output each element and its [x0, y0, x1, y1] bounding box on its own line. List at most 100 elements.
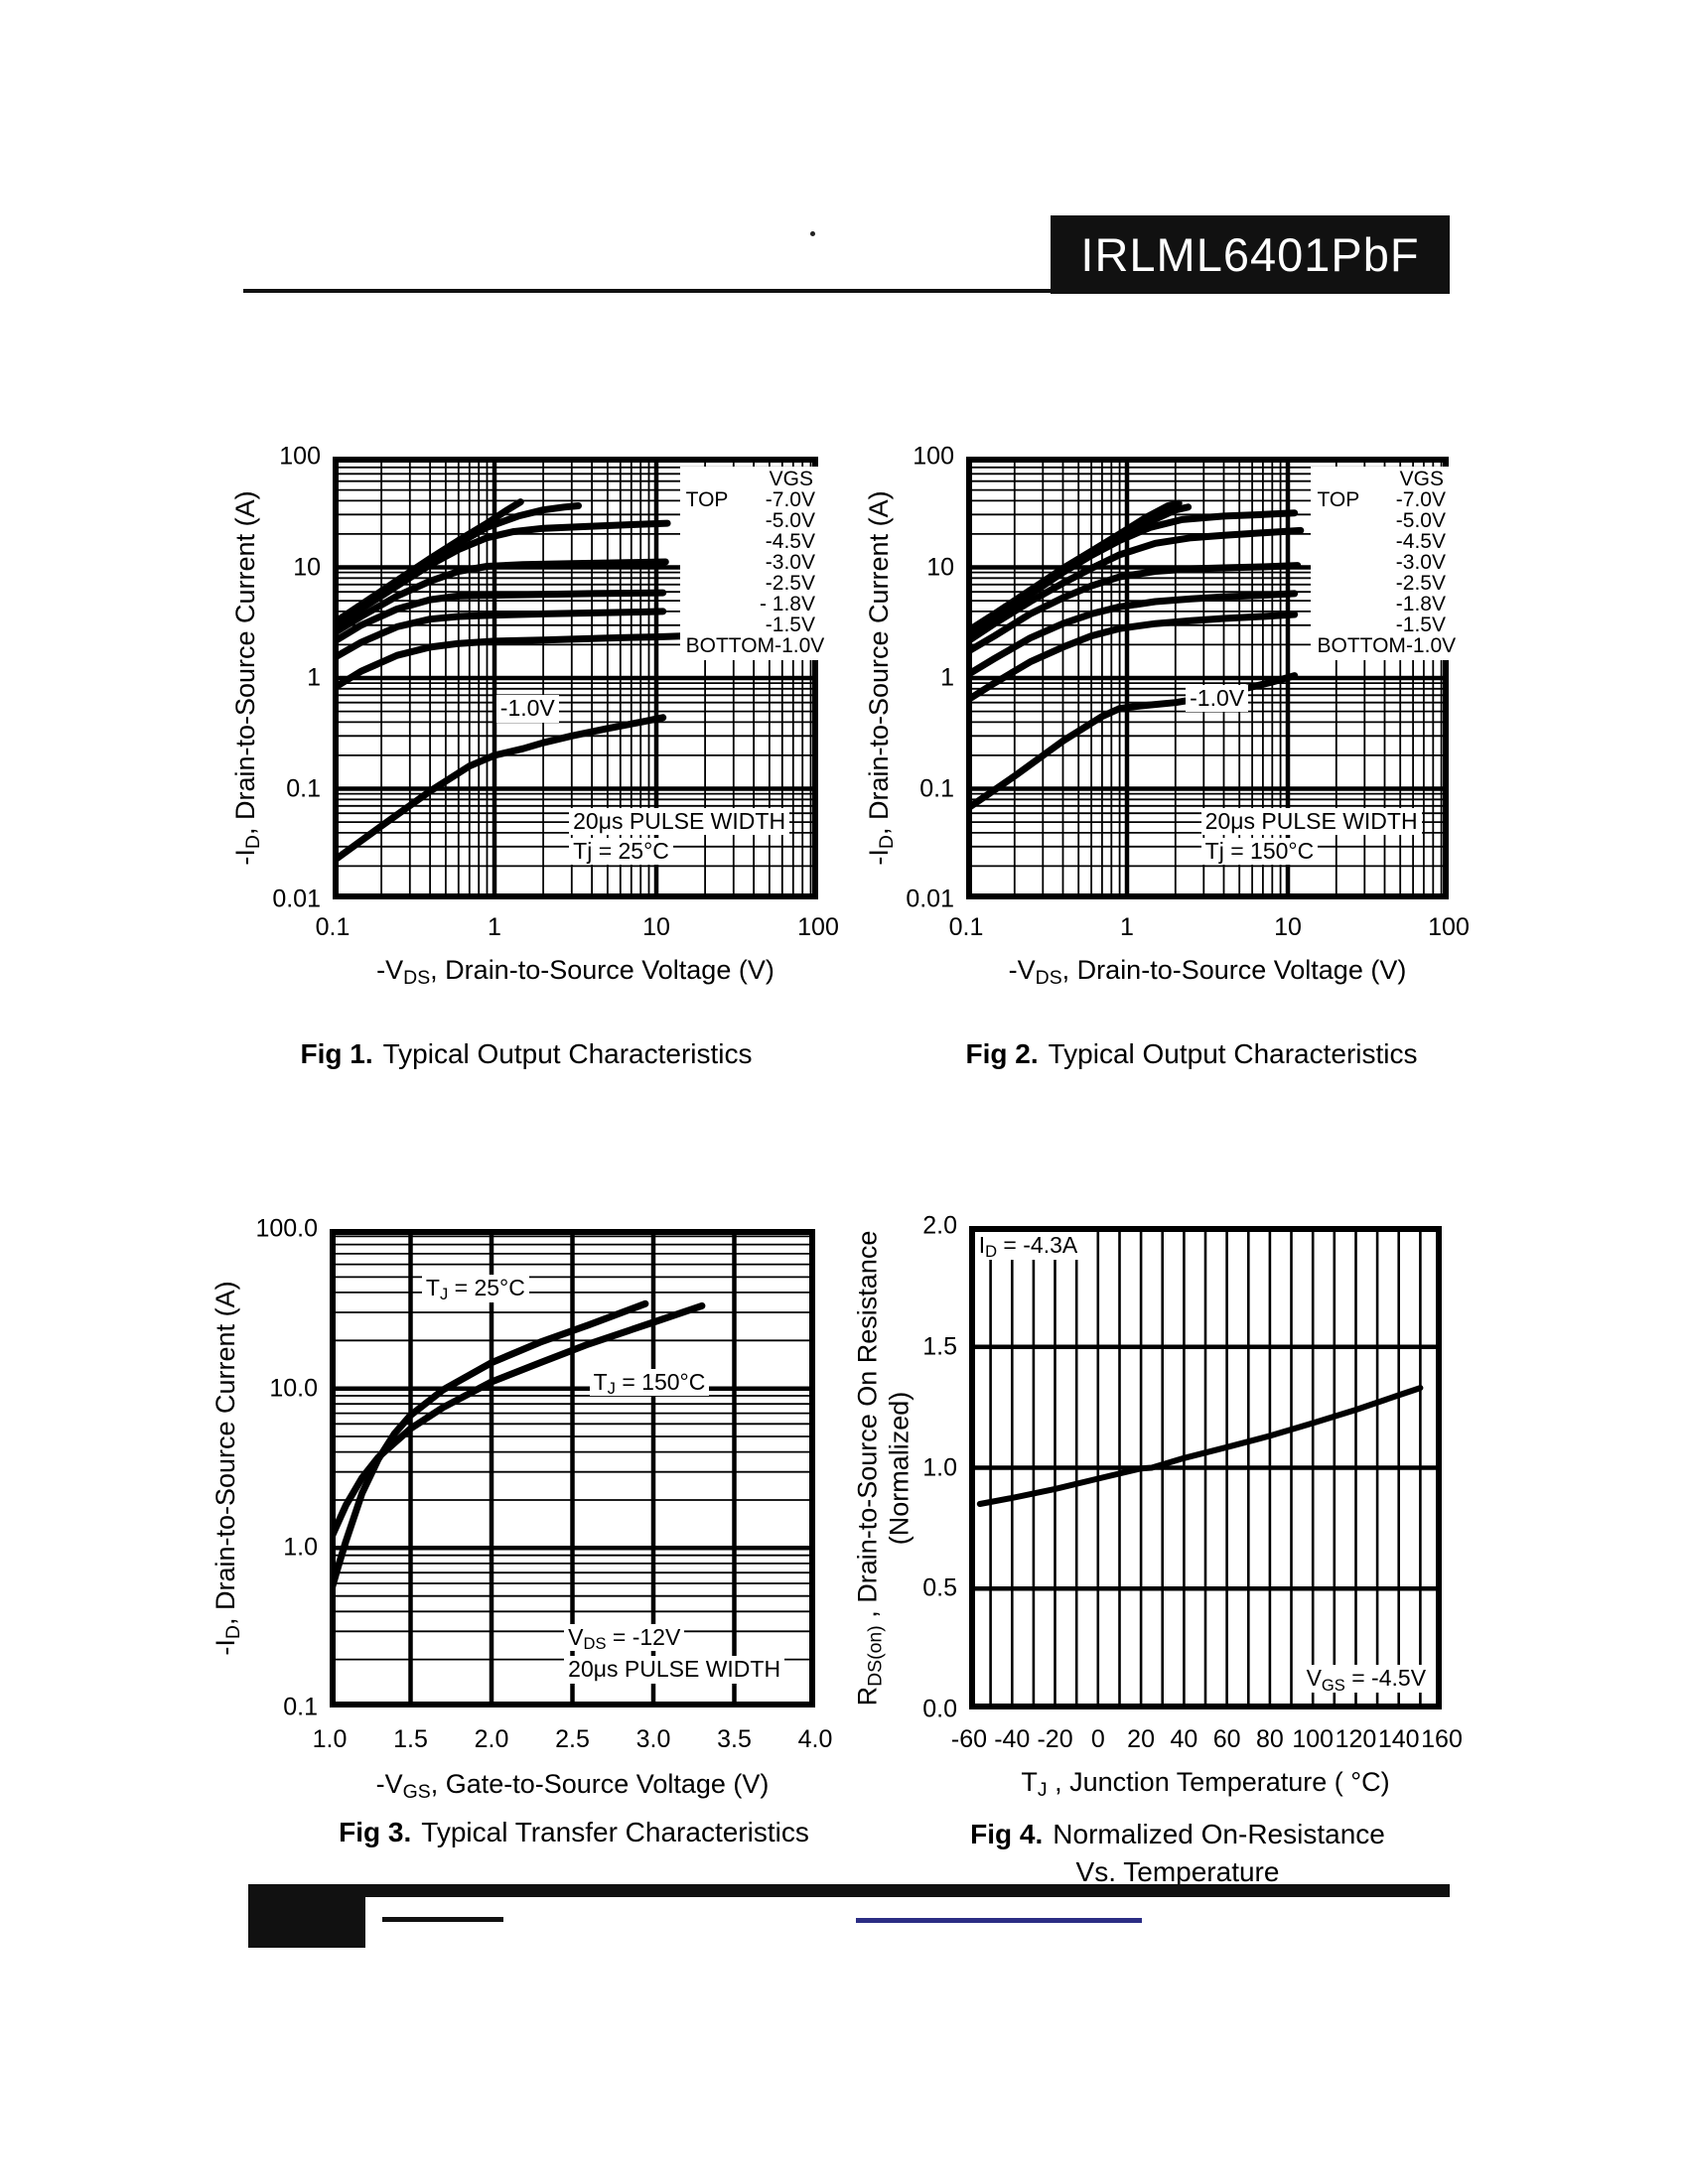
fig4-ytick-0.5: 0.5	[922, 1573, 957, 1602]
part-number: IRLML6401PbF	[1080, 228, 1420, 281]
fig3-annotation-2: VDS = -12V	[564, 1623, 685, 1653]
fig3-y-axis-title: -ID, Drain-to-Source Current (A)	[210, 1281, 245, 1656]
fig4-caption: Fig 4. Normalized On-Resistance	[970, 1819, 1385, 1850]
fig3-xtick-4.0: 4.0	[797, 1725, 833, 1753]
footer-line-blue	[856, 1918, 1142, 1923]
fig4-xtick--60: -60	[950, 1725, 988, 1753]
logo-block	[248, 1884, 365, 1948]
fig4-caption-text2: Vs. Temperature	[1075, 1856, 1280, 1887]
fig1-legend: VGS TOP -7.0V -5.0V -4.5V -3.0V -2.5V - 1.8V -1.…	[679, 466, 824, 660]
fig3-caption: Fig 3. Typical Transfer Characteristics	[339, 1817, 809, 1848]
fig1-y-axis-title: -ID, Drain-to-Source Current (A)	[229, 490, 265, 866]
fig3-xtick-3.0: 3.0	[635, 1725, 671, 1753]
fig3-xtick-1.5: 1.5	[393, 1725, 428, 1753]
fig1-annotation-2: Tj = 25°C	[569, 837, 673, 866]
fig4-xtick-120: 120	[1335, 1725, 1377, 1753]
fig2-caption-text: Typical Output Characteristics	[1048, 1038, 1418, 1069]
curve-VGS=-1.8V	[333, 608, 667, 662]
fig4-xtick--20: -20	[1037, 1725, 1073, 1753]
fig1-xtick-1: 1	[488, 913, 501, 941]
fig2-output-characteristics-150c: 0.1 1 10 100 100 10 1 0.1 0.01 -VDS, Drain-to-Sou…	[864, 443, 1470, 990]
fig3-transfer-characteristics: 1.0 1.5 2.0 2.5 3.0 3.5 4.0 100.0 10.0 1.0 0.1 -VGS…	[211, 1215, 833, 1804]
fig3-ytick-10.0: 10.0	[269, 1374, 318, 1403]
curve-VGS=-1.5V	[333, 632, 689, 693]
fig4-caption-number: Fig 4.	[970, 1819, 1044, 1849]
fig4-caption-text: Normalized On-Resistance	[1053, 1819, 1385, 1849]
fig4-plot-area	[969, 1226, 1442, 1709]
fig4-x-axis-title: TJ , Junction Temperature ( °C)	[1021, 1767, 1390, 1802]
fig3-x-axis-title: -VGS, Gate-to-Source Voltage (V)	[375, 1769, 770, 1804]
fig4-ytick-1.0: 1.0	[922, 1453, 957, 1481]
curve-TJ=150C	[330, 1301, 706, 1546]
fig1-x-axis-title: -VDS, Drain-to-Source Voltage (V)	[376, 955, 774, 990]
fig4-ytick-0.0: 0.0	[922, 1695, 957, 1723]
fig2-xtick-10: 10	[1274, 913, 1302, 941]
fig1-ytick-100: 100	[279, 442, 321, 471]
fig1-xtick-100: 100	[797, 913, 839, 941]
fig3-xtick-3.5: 3.5	[717, 1725, 752, 1753]
fig4-ytick-1.5: 1.5	[922, 1332, 957, 1361]
fig3-xtick-1.0: 1.0	[312, 1725, 348, 1753]
fig1-caption: Fig 1. Typical Output Characteristics	[300, 1038, 752, 1070]
fig1-ytick-10: 10	[293, 553, 321, 581]
fig1-xtick-0.1: 0.1	[315, 913, 351, 941]
curve-VGS=-1.0V	[966, 672, 1299, 813]
fig3-annotation-1: TJ = 150°C	[589, 1368, 710, 1398]
curve-VGS=-2.5V	[966, 562, 1302, 656]
fig2-xtick-1: 1	[1120, 913, 1134, 941]
fig2-x-axis-title: -VDS, Drain-to-Source Voltage (V)	[1008, 955, 1407, 990]
fig1-caption-number: Fig 1.	[300, 1038, 373, 1069]
curve-VGS=-2.5V	[333, 589, 667, 646]
fig2-caption: Fig 2. Typical Output Characteristics	[965, 1038, 1417, 1070]
fig4-annotation-0: ID = -4.3A	[974, 1231, 1082, 1261]
curve-VGS=-3.0V	[966, 526, 1305, 646]
fig4-xtick-160: 160	[1421, 1725, 1463, 1753]
fig3-xtick-2.5: 2.5	[555, 1725, 590, 1753]
fig2-annotation-0: -1.0V	[1186, 684, 1249, 713]
header-dot	[810, 231, 815, 236]
fig4-xtick-80: 80	[1256, 1725, 1284, 1753]
fig4-ytick-2.0: 2.0	[922, 1211, 957, 1240]
fig2-xtick-0.1: 0.1	[948, 913, 984, 941]
fig1-caption-text: Typical Output Characteristics	[382, 1038, 753, 1069]
fig2-caption-number: Fig 2.	[965, 1038, 1039, 1069]
fig4-xtick-100: 100	[1292, 1725, 1335, 1753]
fig1-output-characteristics-25c: 0.1 1 10 100 100 10 1 0.1 0.01 -VDS, Drain-to-Sou…	[230, 443, 839, 990]
fig2-legend: VGS TOP -7.0V -5.0V -4.5V -3.0V -2.5V -1.8V -1.5…	[1311, 466, 1456, 660]
fig4-annotation-1: VGS = -4.5V	[1302, 1665, 1431, 1695]
fig2-ytick-0.01: 0.01	[906, 885, 954, 913]
fig2-ytick-10: 10	[926, 553, 954, 581]
fig3-caption-text: Typical Transfer Characteristics	[421, 1817, 809, 1847]
fig4-xtick-20: 20	[1127, 1725, 1155, 1753]
curve-VGS=-1.0V	[333, 714, 667, 866]
curve-VGS=-3.0V	[333, 558, 669, 638]
curve-VGS=-1.8V	[966, 590, 1299, 680]
fig4-normalized-rdson: -60 -40 -20 0 20 40 60 80 100 120 140 160 2.0 1.5 1.0 0…	[853, 1212, 1463, 1802]
fig2-xtick-100: 100	[1428, 913, 1470, 941]
fig3-annotation-0: TJ = 25°C	[421, 1274, 529, 1303]
fig2-annotation-1: 20μs PULSE WIDTH	[1200, 807, 1422, 836]
fig4-caption-line2: Vs. Temperature	[1076, 1856, 1280, 1888]
fig4-xtick-0: 0	[1090, 1725, 1105, 1753]
fig4-xtick-60: 60	[1212, 1725, 1241, 1753]
fig3-caption-number: Fig 3.	[339, 1817, 412, 1847]
fig2-ytick-1: 1	[940, 663, 954, 692]
fig3-ytick-0.1: 0.1	[283, 1693, 318, 1721]
curve-VGS=-1.5V	[966, 611, 1299, 705]
fig3-ytick-100.0: 100.0	[255, 1214, 318, 1243]
curve-RDSon-normalized	[976, 1385, 1424, 1507]
footer-line-black	[382, 1917, 503, 1922]
fig2-y-axis-title: -ID, Drain-to-Source Current (A)	[863, 490, 899, 866]
fig1-annotation-0: -1.0V	[495, 694, 559, 723]
fig4-xtick--40: -40	[994, 1725, 1031, 1753]
fig3-ytick-1.0: 1.0	[283, 1533, 318, 1562]
part-number-banner: IRLML6401PbF	[1051, 215, 1450, 294]
fig2-ytick-100: 100	[913, 442, 954, 471]
header-rule	[243, 289, 1051, 293]
fig2-ytick-0.1: 0.1	[919, 774, 954, 802]
curve-VGS=-4.5V	[966, 509, 1299, 640]
fig1-ytick-1: 1	[307, 663, 321, 692]
fig1-ytick-0.1: 0.1	[286, 774, 321, 802]
fig4-y-axis-title: RDS(on) , Drain-to-Source On Resistance(…	[852, 1230, 914, 1706]
